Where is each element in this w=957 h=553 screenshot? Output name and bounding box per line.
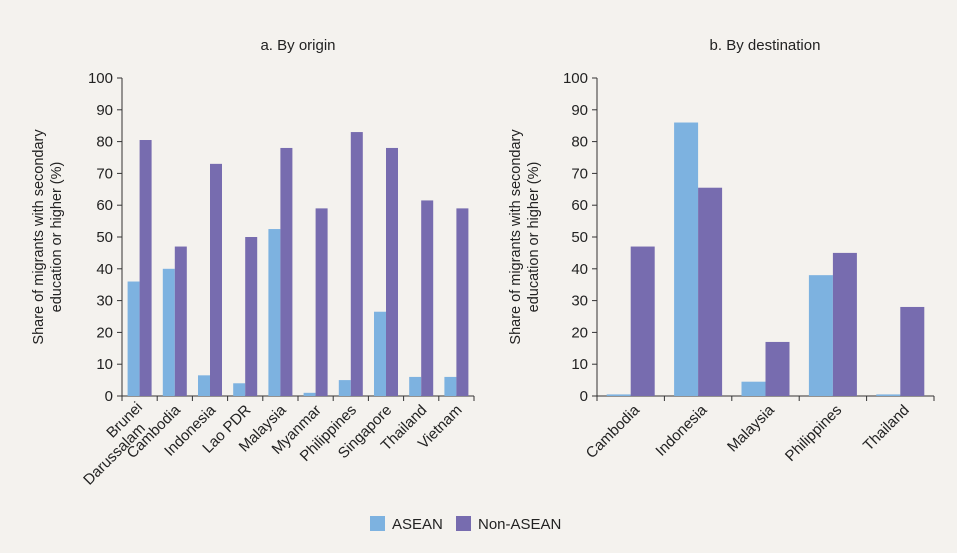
- y-tick-label: 80: [571, 134, 588, 151]
- y-tick-label: 0: [580, 388, 588, 405]
- chart-title: b. By destination: [710, 37, 821, 54]
- chart-title: a. By origin: [260, 37, 335, 54]
- bar-non-asean: [245, 237, 258, 396]
- bar-asean: [606, 394, 631, 396]
- bar-non-asean: [315, 208, 328, 396]
- plot-area: 0102030405060708090100BruneiDarussalamCa…: [80, 70, 475, 489]
- x-tick-label: Indonesia: [652, 401, 710, 459]
- y-tick-label: 30: [96, 293, 113, 310]
- y-tick-label: 0: [105, 388, 113, 405]
- bar-asean: [674, 122, 699, 397]
- bar-asean: [374, 311, 386, 396]
- y-tick-label: 10: [571, 356, 588, 373]
- bar-asean: [268, 229, 281, 396]
- bar-non-asean: [630, 246, 655, 396]
- bar-asean: [876, 394, 901, 396]
- bar-asean: [198, 375, 210, 396]
- y-tick-label: 20: [96, 324, 113, 341]
- bar-non-asean: [139, 140, 152, 396]
- x-tick-label-line: Thailand: [860, 402, 913, 455]
- x-tick-label-line: Philippines: [782, 402, 845, 465]
- y-tick-label: 50: [571, 229, 588, 246]
- y-axis-label-line-2: education or higher (%): [49, 162, 65, 313]
- bar-non-asean: [386, 147, 398, 396]
- plot-area: 0 10 20 30 40 50 60 70 80 90 100 Cambodia Indonesia M…: [563, 70, 935, 465]
- x-tick-label: Cambodia: [583, 401, 644, 462]
- bar-asean: [444, 376, 457, 396]
- x-tick-label: Malaysia: [724, 401, 778, 455]
- bar-asean: [303, 392, 316, 396]
- y-tick-label: 100: [88, 70, 113, 87]
- y-tick-label: 70: [571, 165, 588, 182]
- legend: ASEAN Non-ASEAN: [370, 516, 561, 533]
- y-axis-label-line-1: Share of migrants with secondary: [31, 129, 47, 345]
- bar-asean: [162, 268, 175, 396]
- legend-label-asean: ASEAN: [392, 516, 443, 533]
- y-tick-label: 90: [96, 102, 113, 119]
- bar-asean: [127, 281, 140, 396]
- bar-asean: [808, 275, 833, 396]
- y-tick-label: 40: [571, 261, 588, 278]
- y-tick-label: 30: [571, 293, 588, 310]
- y-tick-label: 50: [96, 229, 113, 246]
- y-axis-label-line-2: education or higher (%): [526, 162, 542, 313]
- bar-non-asean: [765, 341, 790, 396]
- bar-asean: [741, 381, 766, 396]
- y-tick-label: 70: [96, 165, 113, 182]
- legend-swatch-non-asean: [456, 516, 471, 531]
- x-tick-label-line: Cambodia: [583, 401, 644, 462]
- chart-panel-by-destination: b. By destination Share of migrants with…: [508, 37, 935, 465]
- y-tick-label: 20: [571, 324, 588, 341]
- bar-non-asean: [174, 246, 187, 396]
- bar-asean: [409, 376, 422, 396]
- bar-non-asean: [210, 163, 222, 396]
- legend-label-non-asean: Non-ASEAN: [478, 516, 561, 533]
- bar-non-asean: [456, 208, 469, 396]
- x-tick-label: Thailand: [860, 402, 913, 455]
- bar-non-asean: [900, 306, 925, 396]
- y-tick-label: 100: [563, 70, 588, 87]
- y-tick-label: 80: [96, 134, 113, 151]
- legend-swatch-asean: [370, 516, 385, 531]
- y-tick-label: 90: [571, 102, 588, 119]
- bar-asean: [233, 383, 246, 396]
- x-tick-label-line: Malaysia: [724, 401, 778, 455]
- y-axis-label-line-1: Share of migrants with secondary: [508, 129, 524, 345]
- y-tick-label: 10: [96, 356, 113, 373]
- y-tick-label: 40: [96, 261, 113, 278]
- bar-asean: [338, 380, 351, 396]
- bar-non-asean: [350, 132, 363, 396]
- bar-non-asean: [421, 200, 434, 396]
- x-tick-label: Philippines: [782, 402, 845, 465]
- y-tick-label: 60: [571, 197, 588, 214]
- bar-non-asean: [280, 147, 293, 396]
- y-tick-label: 60: [96, 197, 113, 214]
- chart-panel-by-origin: a. By origin Share of migrants with seco…: [31, 37, 475, 489]
- x-tick-label-line: Indonesia: [652, 401, 710, 459]
- bar-non-asean: [832, 252, 857, 396]
- bar-non-asean: [698, 187, 723, 396]
